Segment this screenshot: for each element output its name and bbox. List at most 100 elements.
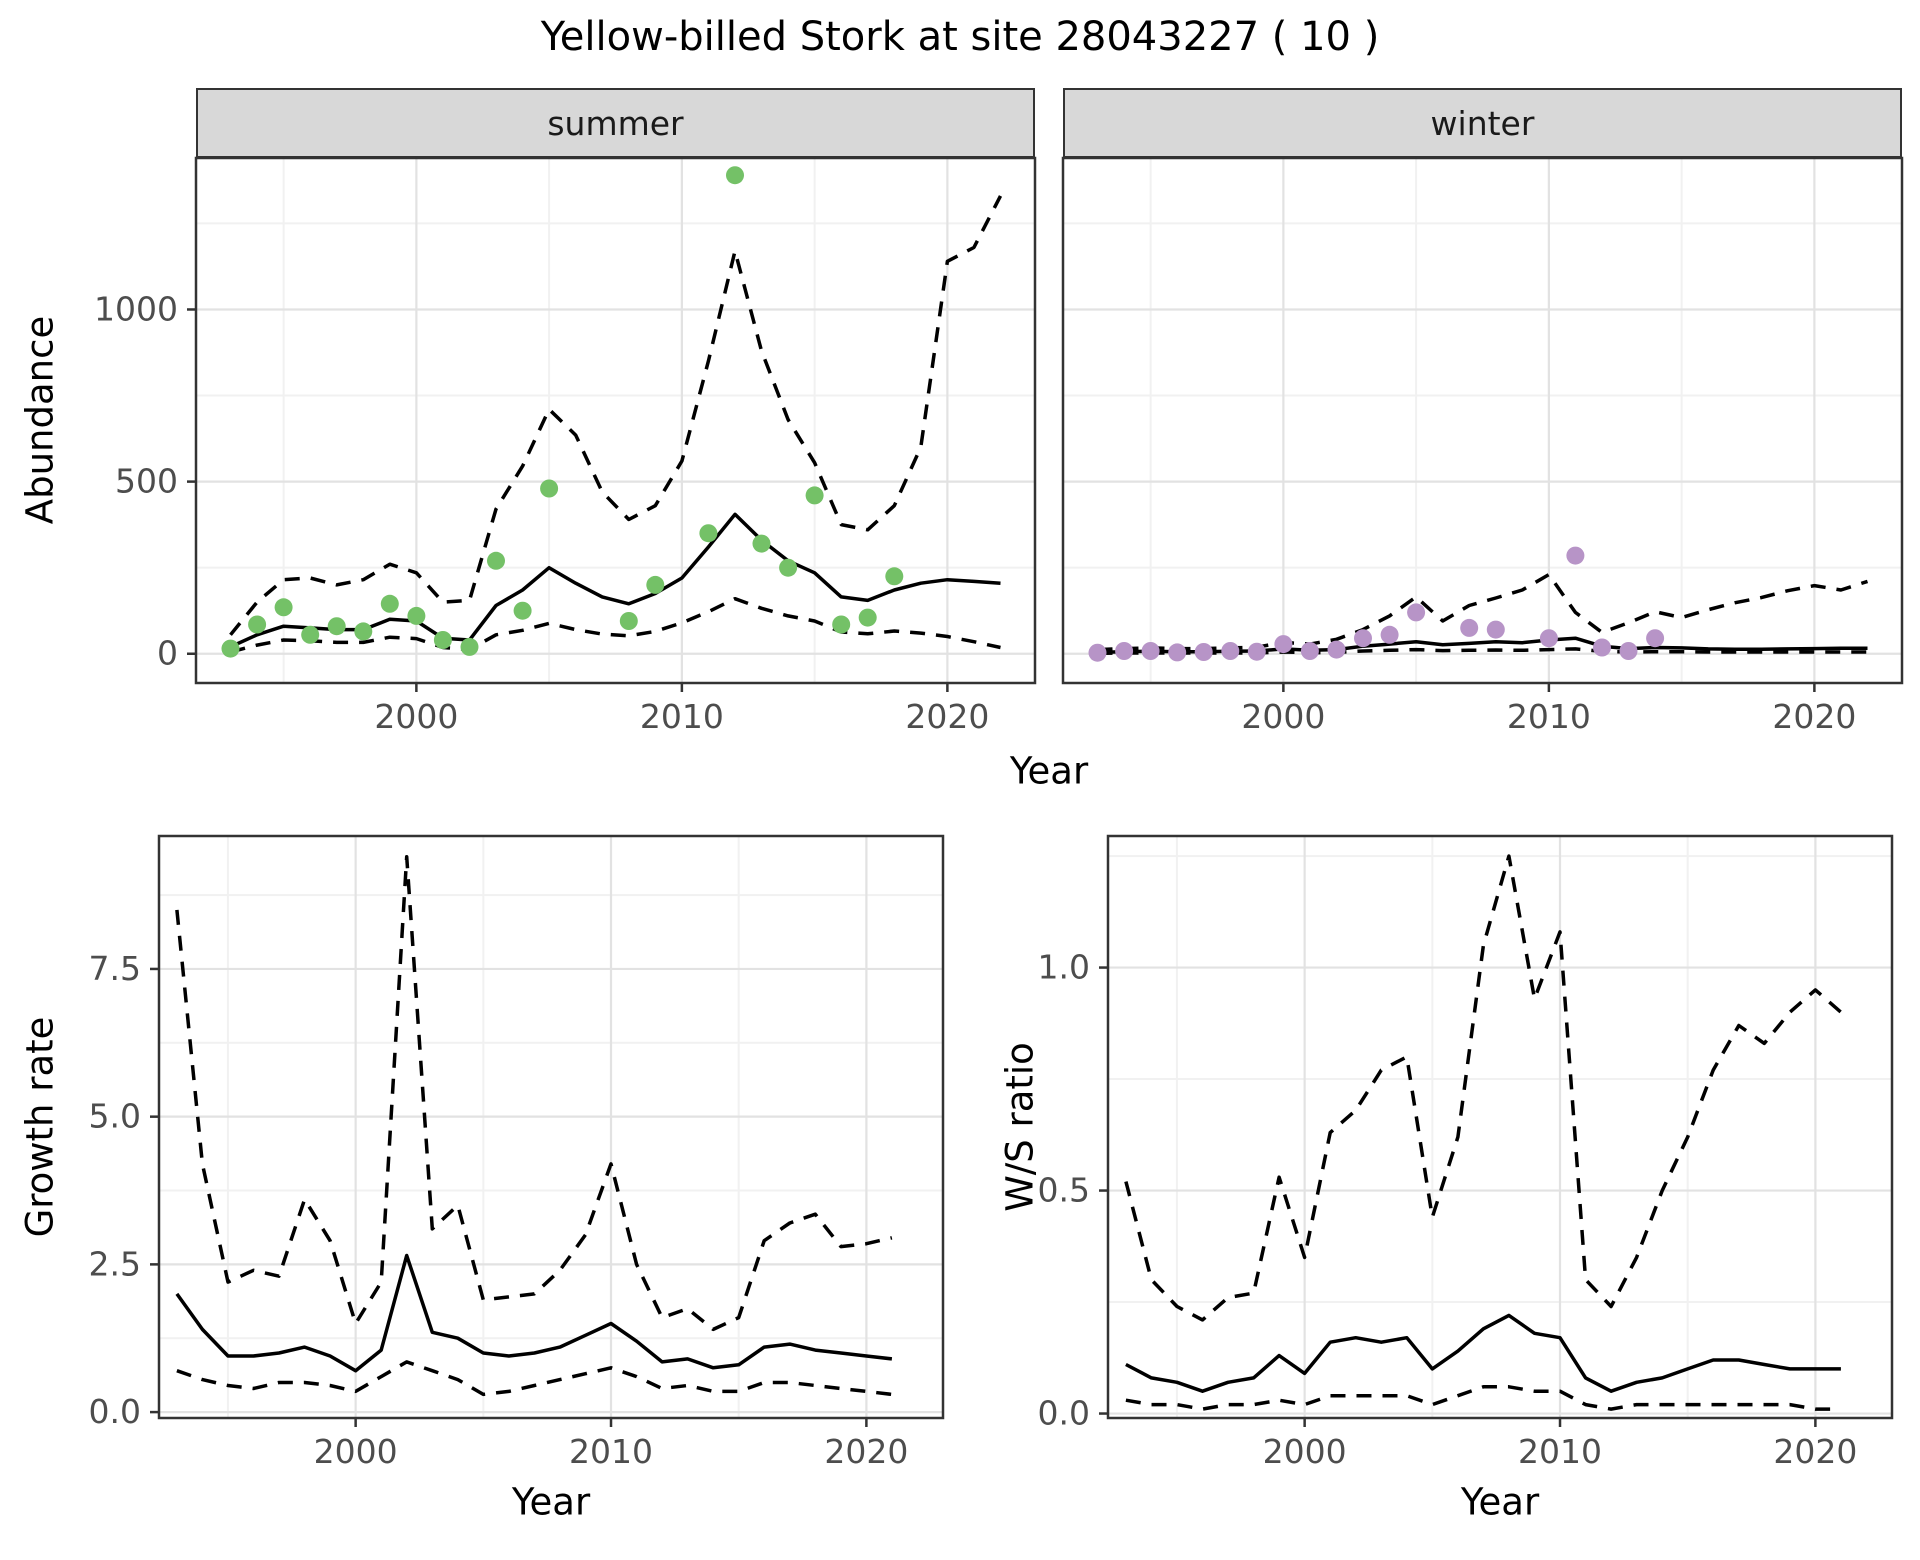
axis-ticks: 2000 2010 2020 (1241, 683, 1856, 736)
panel-growth-rate: 2000 2010 2020 0.0 2.5 5.0 7.5 (89, 834, 945, 1471)
data-point (1407, 603, 1426, 622)
data-point (460, 637, 479, 656)
data-point (832, 615, 851, 634)
upper-ci-line (1097, 572, 1869, 652)
data-point (1141, 642, 1160, 660)
major-gridlines (196, 158, 1035, 683)
figure-title: Yellow-billed Stork at site 28043227 ( 1… (540, 14, 1380, 60)
growth-year-axis-title: Year (511, 1480, 591, 1524)
data-point (221, 639, 240, 658)
data-point (327, 617, 346, 636)
data-point (274, 598, 293, 617)
lower-ci-line (1125, 1385, 1841, 1411)
data-point (1221, 642, 1240, 660)
data-point (354, 622, 373, 641)
abundance-axis-title: Abundance (18, 315, 62, 525)
y-tick-label: 5.0 (89, 1097, 141, 1136)
panel-ws-ratio: 2000 2010 2020 0.0 0.5 1.0 (1038, 834, 1894, 1471)
axis-ticks: 2000 2010 2020 0.0 0.5 1.0 (1038, 948, 1858, 1471)
facet-strip-winter: winter (1063, 88, 1902, 158)
data-point (407, 606, 426, 625)
x-tick-label: 2010 (640, 697, 724, 736)
data-point (779, 558, 798, 577)
data-point (858, 608, 877, 627)
data-point (1593, 638, 1611, 657)
data-point (1539, 629, 1558, 648)
facet-strip-summer-label: summer (547, 103, 684, 143)
panel-border (1106, 834, 1894, 1420)
data-point (1486, 620, 1505, 639)
y-tick-label: 500 (115, 462, 178, 501)
panel-background (1108, 836, 1892, 1418)
data-point (1088, 643, 1107, 662)
y-tick-label: 0.0 (89, 1392, 141, 1431)
data-point (1646, 629, 1665, 648)
upper-ci-line (175, 854, 893, 1332)
data-point (1274, 635, 1293, 654)
panel-border (1061, 156, 1904, 685)
panel-background (159, 836, 943, 1418)
lower-ci-line (176, 1360, 893, 1397)
x-tick-label: 2000 (374, 697, 458, 736)
data-point (1247, 642, 1266, 661)
upper-ci-line (1124, 854, 1843, 1322)
panel-background (196, 158, 1035, 683)
data-point (726, 166, 744, 185)
x-tick-label: 2000 (1241, 697, 1325, 736)
major-gridlines (159, 836, 943, 1418)
x-tick-label: 2010 (1507, 697, 1591, 736)
major-gridlines (1108, 836, 1892, 1418)
abundance-winter-points (1088, 546, 1665, 662)
data-point (619, 612, 638, 630)
y-tick-label: 7.5 (89, 949, 141, 988)
data-point (646, 575, 665, 594)
ws-year-axis-title: Year (1460, 1480, 1540, 1524)
fit-line (175, 1253, 893, 1373)
minor-gridlines (1108, 836, 1892, 1418)
top-year-axis-title: Year (1009, 749, 1089, 793)
data-point (540, 479, 559, 498)
panel-border (157, 834, 945, 1420)
upper-ci-line (229, 195, 1003, 636)
data-point (1300, 642, 1319, 660)
data-point (487, 551, 505, 570)
data-point (805, 486, 824, 505)
data-point (1619, 642, 1638, 660)
data-point (1327, 640, 1346, 659)
data-point (1168, 643, 1187, 662)
ws-ratio-axis-title: W/S ratio (998, 1042, 1042, 1212)
minor-gridlines (1063, 158, 1902, 683)
y-tick-label: 1.0 (1038, 948, 1090, 987)
data-point (301, 625, 320, 644)
data-point (433, 631, 452, 649)
data-point (1566, 546, 1585, 565)
y-tick-label: 1000 (94, 289, 178, 328)
x-tick-label: 2020 (824, 1432, 908, 1471)
facet-strip-summer: summer (196, 88, 1035, 158)
data-point (1354, 629, 1372, 648)
panel-abundance-winter: 2000 2010 2020 (1061, 156, 1904, 736)
facet-strip-winter-label: winter (1430, 103, 1535, 143)
data-point (1380, 625, 1399, 644)
panel-abundance-summer: 2000 2010 2020 0 500 1000 (94, 156, 1037, 736)
x-tick-label: 2020 (1773, 1432, 1857, 1471)
lower-ci-line (230, 596, 1001, 654)
abundance-summer-points (221, 166, 904, 658)
data-point (699, 524, 718, 543)
y-tick-label: 0.5 (1038, 1171, 1090, 1210)
data-point (380, 594, 399, 613)
axis-ticks: 2000 2010 2020 0 500 1000 (94, 289, 989, 736)
x-tick-label: 2020 (905, 697, 989, 736)
y-tick-label: 2.5 (89, 1244, 141, 1283)
data-point (885, 567, 904, 586)
data-point (248, 615, 267, 634)
data-point (1194, 643, 1213, 661)
data-point (1460, 618, 1479, 637)
minor-gridlines (159, 836, 943, 1418)
axis-ticks: 2000 2010 2020 0.0 2.5 5.0 7.5 (89, 949, 909, 1471)
x-tick-label: 2020 (1772, 697, 1856, 736)
y-tick-label: 0.0 (1038, 1394, 1090, 1433)
growth-rate-axis-title: Growth rate (18, 1016, 62, 1238)
x-tick-label: 2010 (1518, 1432, 1602, 1471)
